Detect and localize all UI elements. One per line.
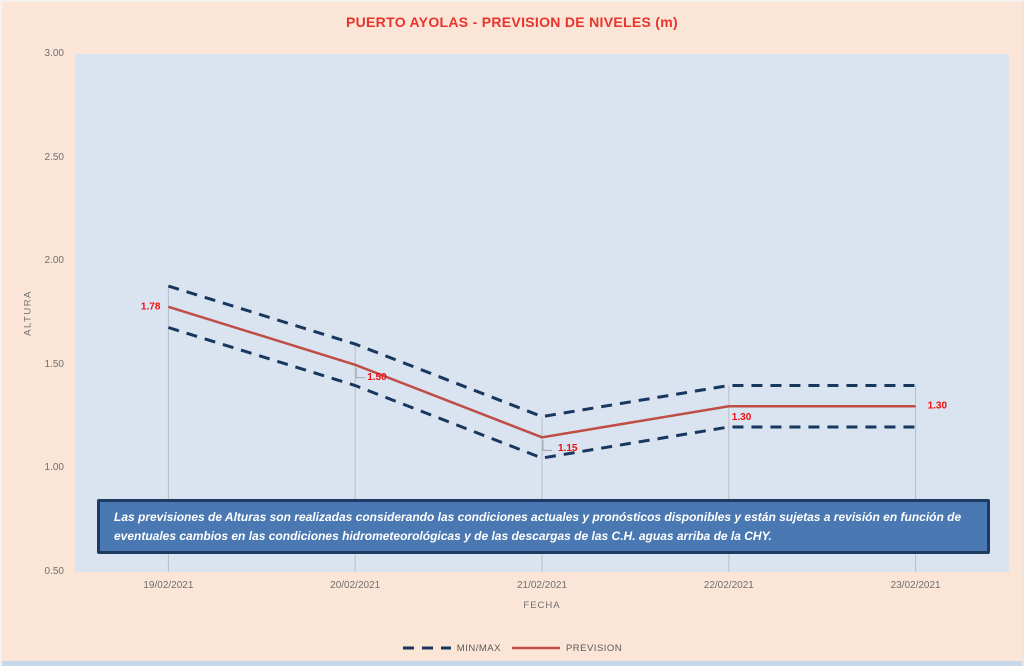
y-axis-tick-label: 2.00 [44,255,64,267]
annotation-box[interactable]: Las previsiones de Alturas son realizada… [97,499,990,554]
y-axis-tick-label: 2.50 [44,151,64,163]
legend-item-minmax[interactable]: MIN/MAX [402,643,501,654]
legend-label-prevision: PREVISION [565,642,623,654]
legend-item-prevision[interactable]: PREVISION [511,643,622,654]
x-axis-title: FECHA [523,600,561,611]
legend: MIN/MAX PREVISION [2,638,1022,658]
window-bottom-edge [2,661,1022,666]
x-axis-tick-label: 22/02/2021 [703,580,754,591]
prevision-solid-line-swatch [511,646,560,650]
legend-label-minmax: MIN/MAX [456,642,501,654]
y-axis-tick-label: 1.50 [44,358,64,370]
chart-title: PUERTO AYOLAS - PREVISION DE NIVELES (m) [346,14,678,30]
x-axis-tick-label: 23/02/2021 [890,580,941,591]
x-axis-tick-label: 20/02/2021 [330,580,381,591]
y-axis-tick-label: 3.00 [44,48,64,59]
plot-area[interactable] [75,54,1009,572]
x-axis-tick-label: 19/02/2021 [143,580,194,591]
annotation-text: Las previsiones de Alturas son realizada… [114,509,962,543]
y-axis-tick-label: 0.50 [44,566,64,577]
y-axis-tick-label: 1.00 [44,462,64,474]
x-axis-tick-label: 21/02/2021 [516,580,568,591]
y-axis-title: ALTURA [22,290,34,336]
minmax-dashed-line-swatch [402,646,451,650]
